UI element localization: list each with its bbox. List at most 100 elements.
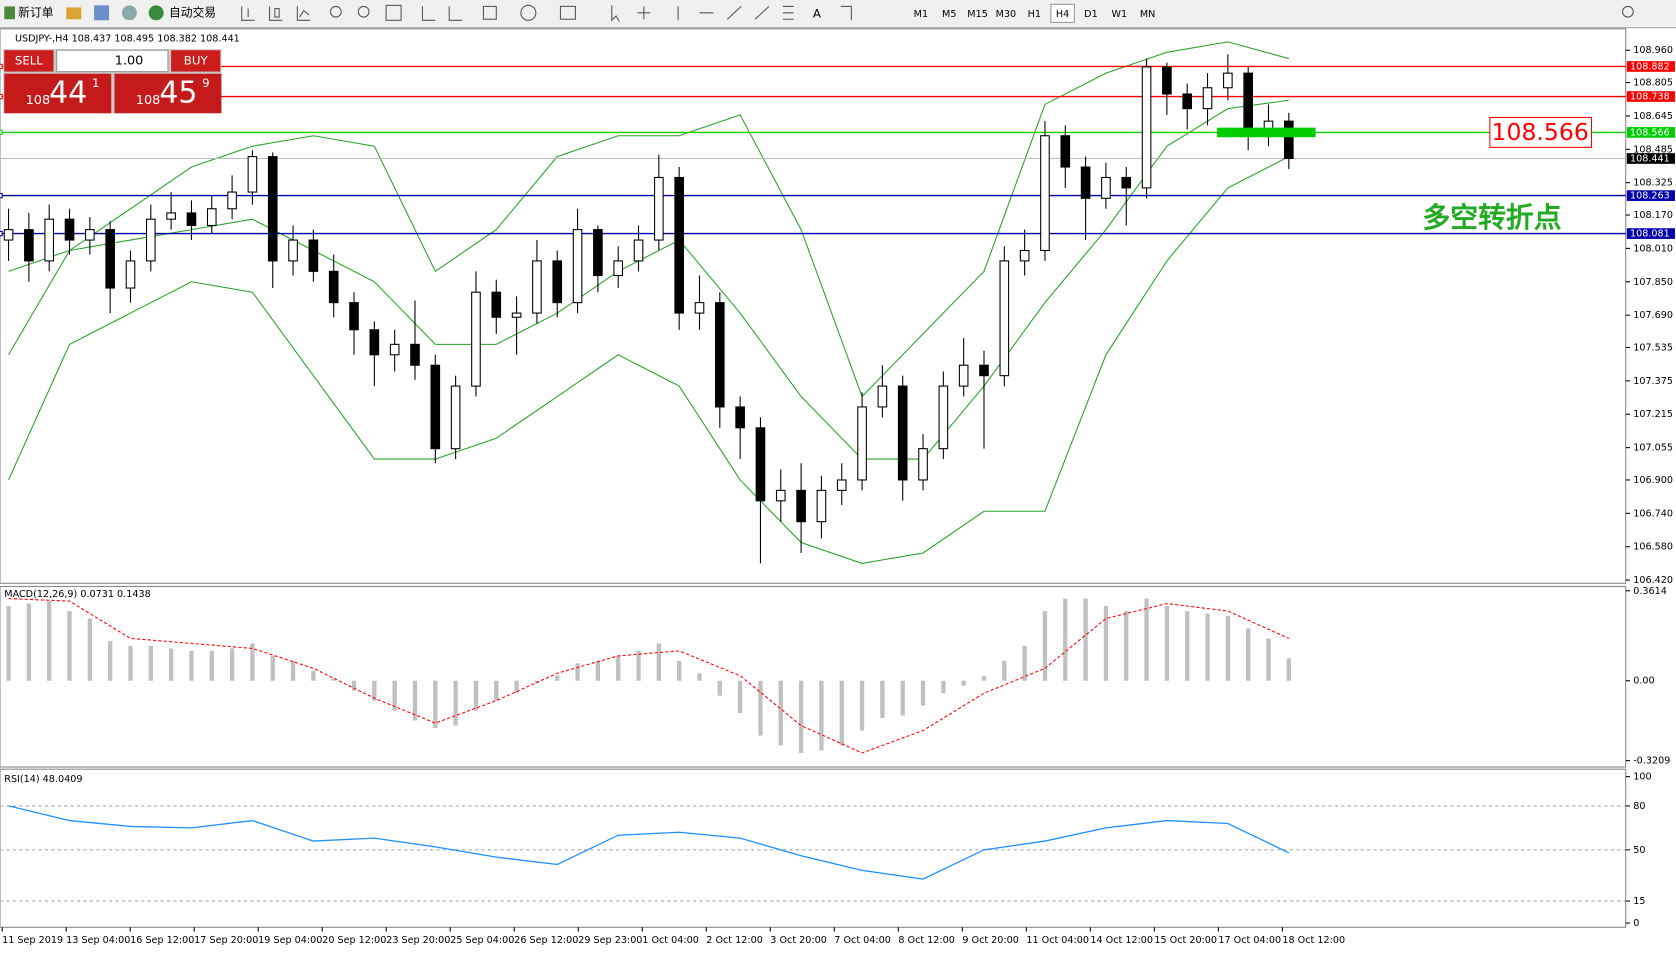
auto-trading-icon[interactable]	[148, 5, 164, 21]
new-order-button[interactable]: 新订单	[18, 5, 54, 19]
x-tick-label: 23 Sep 20:00	[386, 935, 450, 946]
macd-bar	[189, 650, 194, 681]
y-tick-label: 50	[1633, 845, 1645, 856]
macd-bar	[67, 611, 72, 681]
tool-icon[interactable]	[94, 5, 110, 21]
macd-bar	[372, 680, 377, 701]
candle-body	[593, 229, 603, 277]
macd-bar	[839, 680, 844, 746]
macd-bar	[880, 680, 885, 719]
tool-icon[interactable]	[296, 6, 311, 21]
x-tick-label: 14 Oct 12:00	[1090, 935, 1153, 946]
macd-bar	[1063, 598, 1068, 681]
y-tick-label: 108.010	[1633, 243, 1673, 254]
buy-button[interactable]	[171, 50, 221, 72]
candle-body	[511, 312, 522, 318]
macd-bar	[1002, 660, 1007, 681]
x-tick-label: 16 Sep 12:00	[130, 935, 194, 946]
candle-body	[775, 489, 786, 502]
candle-body	[430, 364, 441, 450]
candle-body	[369, 329, 380, 356]
tool-icon[interactable]	[520, 4, 537, 21]
lots-value[interactable]: 1.00	[115, 53, 144, 68]
macd-bar	[128, 645, 133, 681]
level-label: 108.566	[1630, 127, 1670, 138]
timeframe-button[interactable]: W1	[1111, 9, 1127, 20]
macd-bar	[494, 680, 499, 701]
tool-icon[interactable]	[559, 5, 576, 20]
tool-icon[interactable]	[268, 6, 283, 21]
text-tool[interactable]: A	[813, 6, 821, 20]
y-tick-label: 108.805	[1633, 78, 1673, 89]
x-tick-label: 17 Sep 20:00	[194, 935, 258, 946]
candle-body	[410, 343, 420, 366]
x-tick-label: 29 Sep 23:00	[578, 935, 642, 946]
candle-body	[674, 176, 684, 314]
tool-icon[interactable]	[121, 5, 137, 21]
candle-body	[877, 385, 888, 408]
level-handle	[0, 93, 3, 100]
candle-body	[755, 427, 766, 502]
macd-bar	[433, 680, 438, 729]
macd-bar	[555, 675, 560, 681]
y-tick-label: 15	[1633, 896, 1645, 907]
candle-body	[227, 191, 237, 210]
candle-body	[836, 479, 847, 491]
macd-bar	[778, 680, 783, 746]
tool-icon[interactable]	[241, 6, 255, 21]
buy-frac: 9	[202, 76, 209, 90]
lots-input[interactable]	[56, 49, 169, 73]
plot: 108.960 108.805 108.645 108.485 108.325 108.1…	[0, 41, 1675, 946]
candle-body	[938, 385, 949, 450]
level-handle	[0, 63, 3, 70]
sell-frac: 1	[92, 76, 99, 90]
drawing-tools[interactable]	[611, 5, 852, 22]
new-order-icon[interactable]	[4, 6, 15, 20]
sell-label[interactable]: SELL	[15, 53, 43, 67]
x-tick-label: 2 Oct 12:00	[706, 935, 763, 946]
annotation-box	[1489, 116, 1593, 148]
timeframe-button[interactable]: H1	[1028, 9, 1041, 20]
tool-icon[interactable]	[385, 4, 402, 21]
buy-label[interactable]: BUY	[184, 53, 209, 67]
sell-price-box[interactable]	[4, 73, 112, 114]
tool-icon[interactable]	[66, 7, 82, 20]
annotation-text: 多空转折点	[1423, 201, 1562, 234]
x-tick-label: 13 Sep 04:00	[66, 935, 130, 946]
timeframe-button[interactable]: H4	[1056, 9, 1069, 20]
macd-bar	[819, 680, 824, 751]
timeframe-button[interactable]: M5	[942, 9, 956, 20]
timeframe-button[interactable]: M1	[914, 9, 928, 20]
x-tick-label: 8 Oct 12:00	[898, 935, 955, 946]
macd-bar	[595, 660, 601, 681]
y-tick-label: 107.055	[1633, 443, 1673, 454]
search[interactable]	[1621, 5, 1634, 18]
y-tick-label: 107.850	[1633, 277, 1673, 288]
zoom-in[interactable]	[329, 5, 342, 18]
candle-body	[979, 364, 989, 377]
macd-bar	[1266, 638, 1271, 681]
candle-body	[3, 229, 14, 241]
buy-price-box[interactable]	[114, 73, 222, 114]
timeframe-button[interactable]: D1	[1084, 9, 1098, 20]
sell-button[interactable]	[4, 50, 54, 72]
candle-body	[308, 239, 319, 272]
tool-icon[interactable]	[421, 6, 463, 21]
auto-trading-button[interactable]: 自动交易	[169, 5, 216, 19]
timeframe-button[interactable]: M15	[967, 9, 988, 20]
candle-body	[532, 260, 542, 314]
zoom-out[interactable]	[357, 5, 370, 18]
candle-body	[247, 156, 258, 193]
candle-body	[267, 156, 278, 262]
timeframe-button[interactable]: MN	[1140, 9, 1155, 20]
timeframe-button[interactable]: M30	[996, 9, 1017, 20]
candle-body	[145, 218, 156, 262]
level-label: 108.263	[1630, 191, 1670, 202]
rsi-window	[0, 768, 1627, 928]
tool-icon[interactable]	[482, 5, 497, 20]
level-handle	[0, 129, 3, 136]
macd-bar	[981, 675, 987, 681]
macd-bar	[270, 655, 275, 681]
candle-body	[958, 364, 969, 387]
candle-body	[552, 260, 563, 304]
